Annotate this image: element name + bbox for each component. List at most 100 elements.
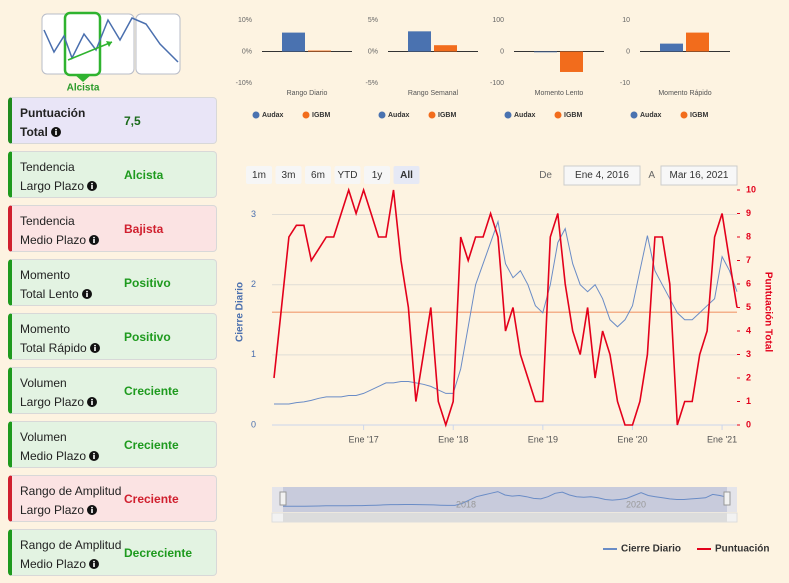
- card-label: Tendencia: [20, 160, 75, 174]
- info-icon[interactable]: [87, 397, 98, 407]
- status-card: Puntuación Total 7,5: [8, 97, 217, 144]
- y2-tick-label: 1: [746, 396, 751, 406]
- bar: [534, 51, 557, 53]
- logo-tag: [74, 74, 92, 82]
- navigator-line: [283, 491, 728, 507]
- card-label-row: Largo Plazo: [20, 503, 98, 517]
- info-icon[interactable]: [89, 451, 100, 461]
- navigator-handle[interactable]: [723, 491, 731, 506]
- x-axis-label: Momento Lento: [535, 90, 584, 97]
- card-label: Tendencia: [20, 214, 75, 228]
- info-icon[interactable]: [81, 289, 92, 299]
- range-button[interactable]: [393, 166, 420, 184]
- legend-label: Audax: [640, 112, 662, 119]
- legend-label: Audax: [262, 112, 284, 119]
- card-value: Bajista: [124, 221, 164, 236]
- card-label-row: Medio Plazo: [20, 449, 100, 463]
- y2-tick-label: 2: [746, 372, 751, 382]
- range-button[interactable]: [305, 166, 331, 184]
- range-button-label: 1y: [372, 170, 383, 181]
- y-tick-label: 0%: [368, 48, 378, 55]
- legend-label[interactable]: Cierre Diario: [621, 544, 681, 555]
- legend-marker: [680, 111, 688, 119]
- card-label: Rango de Amplitud: [20, 538, 122, 552]
- navigator-label: 2018: [456, 499, 476, 509]
- card-label-row: Largo Plazo: [20, 395, 98, 409]
- card-label: Largo Plazo: [20, 395, 85, 409]
- bar: [408, 31, 431, 52]
- date-input[interactable]: [660, 165, 738, 186]
- card-value: Creciente: [124, 491, 179, 506]
- legend-label: IGBM: [564, 112, 582, 119]
- y-axis-title: Cierre Diario: [235, 282, 246, 342]
- bar: [560, 51, 583, 72]
- x-axis-label: Momento Rápido: [658, 90, 711, 97]
- card-label: Volumen: [20, 430, 67, 444]
- y-tick-label: 5%: [368, 17, 378, 24]
- date-value: Mar 16, 2021: [670, 170, 729, 181]
- logo-label: Alcista: [67, 83, 100, 94]
- card-label: Rango de Amplitud: [20, 484, 122, 498]
- logo-frame: [135, 13, 181, 75]
- x-tick-label: Ene '21: [707, 434, 737, 444]
- status-card: Momento Total Lento Positivo: [8, 259, 217, 306]
- bar: [434, 45, 457, 52]
- info-icon[interactable]: [50, 127, 61, 137]
- navigator-handle[interactable]: [279, 491, 287, 506]
- date-label: De: [539, 170, 552, 181]
- legend-marker: [302, 111, 310, 119]
- x-tick-label: Ene '19: [528, 434, 558, 444]
- card-label: Momento: [20, 322, 71, 336]
- y2-tick-label: 6: [746, 278, 751, 288]
- card-label: Largo Plazo: [20, 179, 85, 193]
- navigator-label: 2020: [626, 499, 646, 509]
- legend-marker: [504, 111, 512, 119]
- legend-marker: [378, 111, 386, 119]
- range-button[interactable]: [275, 166, 302, 184]
- bar: [660, 43, 683, 52]
- date-value: Ene 4, 2016: [575, 170, 629, 181]
- card-label-row: Total Lento: [20, 287, 92, 301]
- card-label: Total: [20, 125, 48, 139]
- y-tick-label: 3: [251, 209, 256, 219]
- range-button-label: 3m: [282, 170, 296, 181]
- range-button-label: YTD: [338, 170, 358, 181]
- card-label: Total Rápido: [20, 341, 87, 355]
- range-button[interactable]: [334, 166, 361, 184]
- info-icon[interactable]: [89, 343, 100, 353]
- info-icon[interactable]: [87, 181, 98, 191]
- y-tick-label: 10: [622, 17, 630, 24]
- info-icon[interactable]: [87, 505, 98, 515]
- status-card: Momento Total Rápido Positivo: [8, 313, 217, 360]
- card-label-row: Medio Plazo: [20, 233, 100, 247]
- card-label: Total Lento: [20, 287, 79, 301]
- status-card: Rango de Amplitud Medio Plazo Decreciente: [8, 529, 217, 576]
- range-button[interactable]: [246, 166, 272, 184]
- x-tick-label: Ene '20: [617, 434, 647, 444]
- y-tick-label: 2: [251, 279, 256, 289]
- range-button[interactable]: [364, 166, 390, 184]
- info-icon[interactable]: [89, 235, 100, 245]
- logo-selected: [63, 11, 102, 77]
- y-tick-label: 0: [251, 419, 256, 429]
- card-label-row: Total: [20, 125, 61, 139]
- card-value: Decreciente: [124, 545, 193, 560]
- status-card: Tendencia Largo Plazo Alcista: [8, 151, 217, 198]
- y-tick-label: 0: [500, 48, 504, 55]
- info-icon[interactable]: [89, 559, 100, 569]
- legend-label: IGBM: [690, 112, 708, 119]
- logo: Alcista: [41, 11, 181, 94]
- card-label: Medio Plazo: [20, 449, 87, 463]
- logo-arrowhead: [106, 41, 112, 47]
- status-card: Volumen Medio Plazo Creciente: [8, 421, 217, 468]
- navigator-range[interactable]: [283, 487, 727, 512]
- date-input[interactable]: [563, 165, 641, 186]
- legend-marker: [554, 111, 562, 119]
- bar: [686, 32, 709, 52]
- card-label: Momento: [20, 268, 71, 282]
- legend-label[interactable]: Puntuación: [715, 544, 769, 555]
- legend-marker: [630, 111, 638, 119]
- card-label: Largo Plazo: [20, 503, 85, 517]
- scrollbar-thumb[interactable]: [283, 513, 727, 522]
